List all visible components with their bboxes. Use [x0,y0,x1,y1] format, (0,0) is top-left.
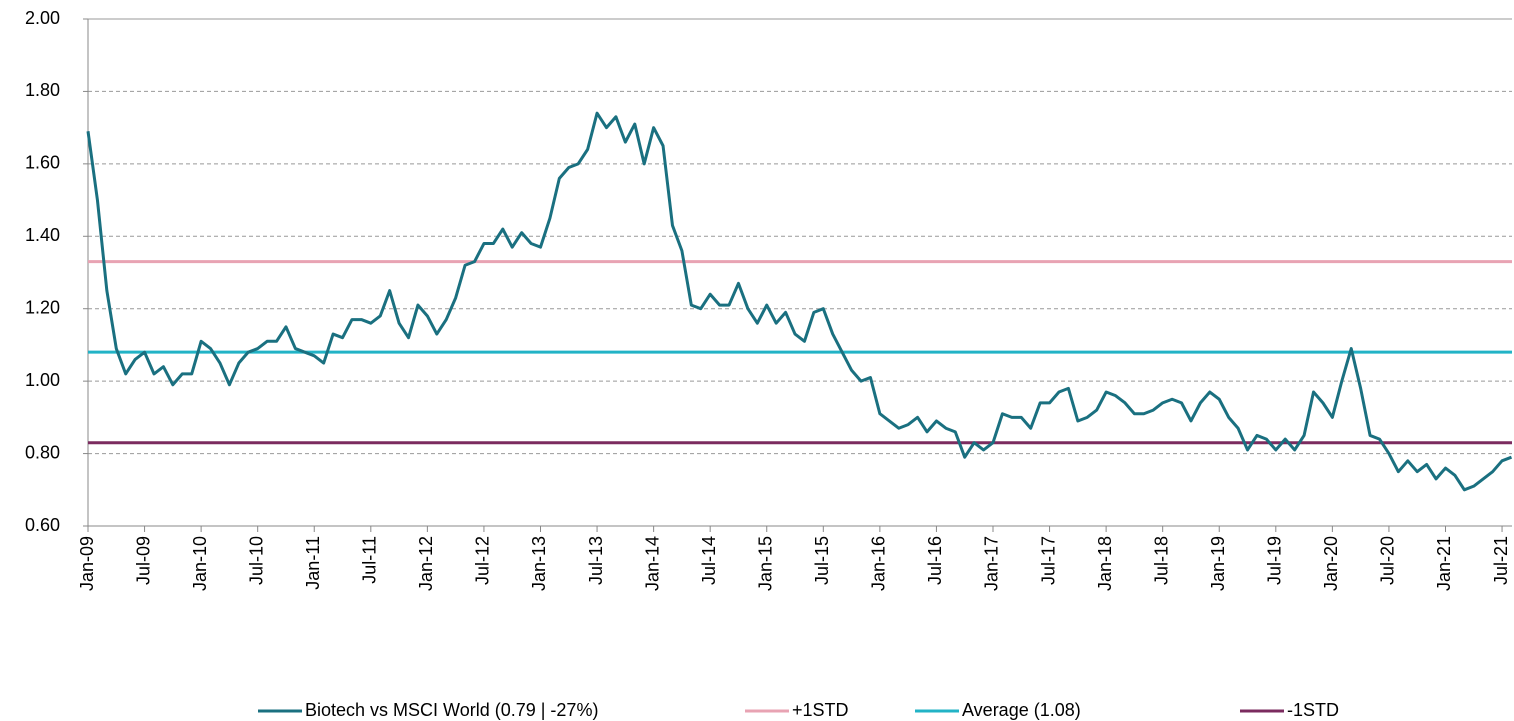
series-line [86,111,1513,492]
x-tick-label: Jan-17 [982,536,1002,591]
x-tick-label: Jul-13 [586,536,606,585]
x-tick-label: Jul-11 [360,536,380,584]
x-tick-label: Jan-18 [1095,536,1115,591]
y-tick-label: 1.00 [25,370,60,390]
x-tick-label: Jan-10 [190,536,210,591]
y-tick-label: 0.80 [25,442,60,462]
y-tick-label: 1.80 [25,80,60,100]
x-tick-label: Jul-20 [1378,536,1398,585]
x-tick-label: Jan-21 [1434,536,1454,591]
x-tick-label: Jul-15 [812,536,832,585]
x-tick-label: Jul-18 [1151,536,1171,585]
legend-label: +1STD [792,700,849,720]
legend-label: -1STD [1287,700,1339,720]
x-tick-label: Jan-20 [1321,536,1341,591]
legend-label: Biotech vs MSCI World (0.79 | -27%) [305,700,598,720]
x-tick-label: Jan-12 [416,536,436,591]
x-tick-label: Jan-16 [869,536,889,591]
x-tick-label: Jul-19 [1265,536,1285,585]
legend-label: Average (1.08) [962,700,1081,720]
y-tick-label: 0.60 [25,515,60,535]
x-tick-label: Jul-21 [1491,536,1511,585]
y-tick-label: 1.60 [25,153,60,173]
x-tick-label: Jul-12 [473,536,493,585]
x-tick-label: Jan-14 [642,536,662,591]
x-tick-label: Jan-13 [529,536,549,591]
x-tick-label: Jan-09 [77,536,97,591]
x-tick-label: Jul-09 [133,536,153,585]
x-tick-label: Jan-19 [1208,536,1228,591]
x-tick-label: Jul-16 [925,536,945,585]
x-tick-label: Jul-10 [246,536,266,585]
x-tick-label: Jul-14 [699,536,719,585]
x-tick-label: Jul-17 [1038,536,1058,585]
x-tick-label: Jan-11 [303,536,323,590]
y-tick-label: 2.00 [25,8,60,28]
y-tick-label: 1.40 [25,225,60,245]
y-tick-label: 1.20 [25,297,60,317]
x-tick-label: Jan-15 [755,536,775,591]
